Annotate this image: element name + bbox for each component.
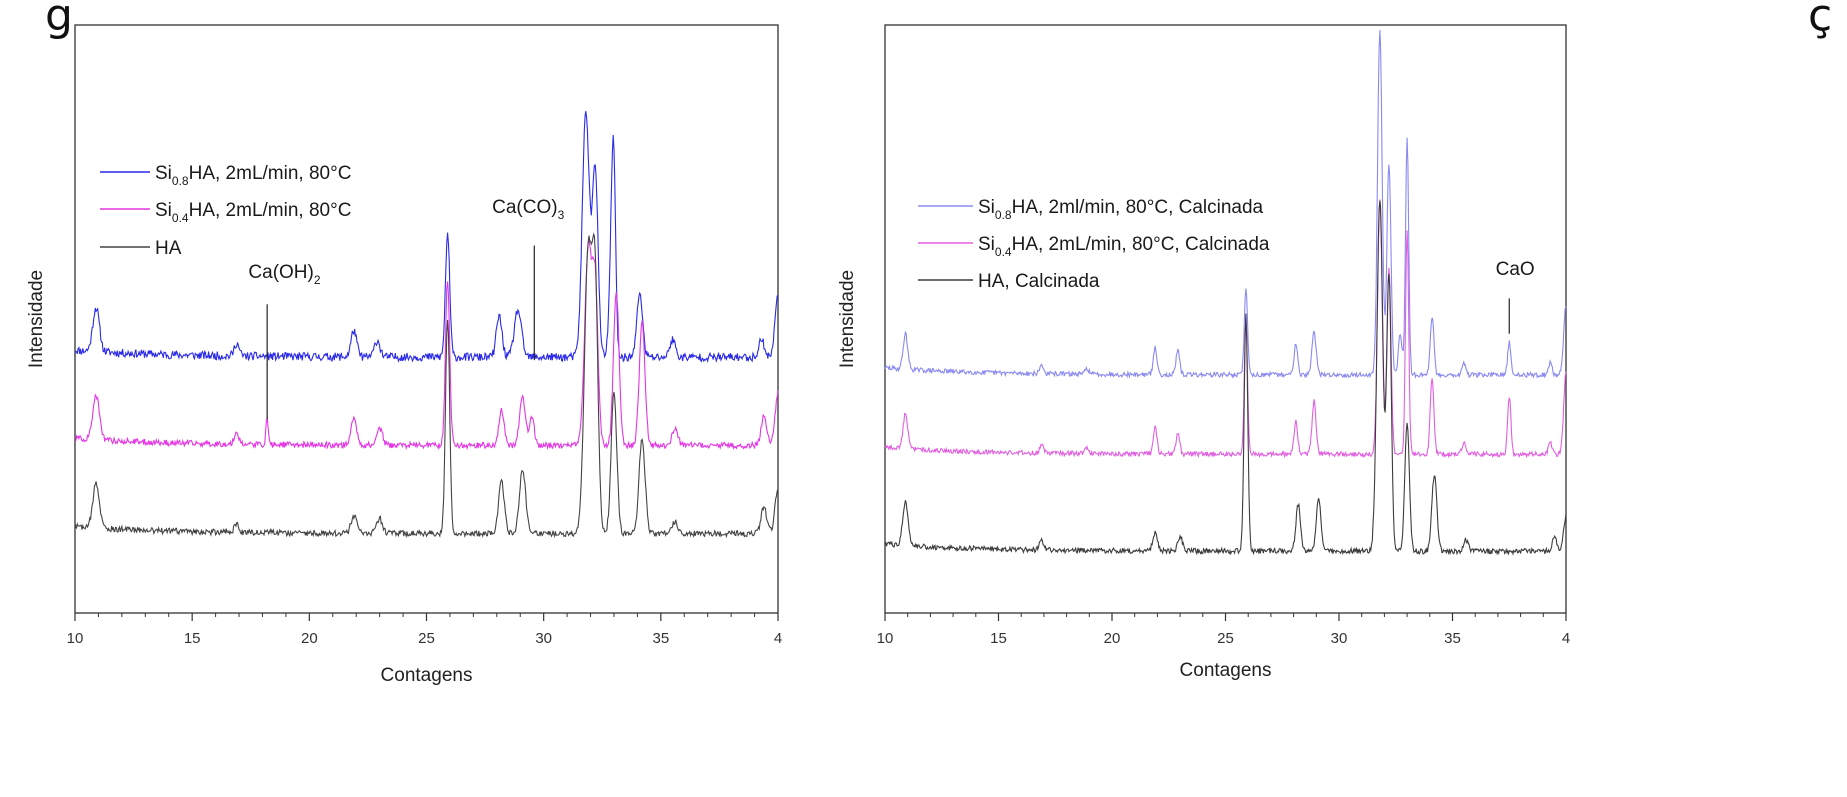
x-tick-label: 10 <box>67 630 84 647</box>
x-tick-label: 35 <box>1444 630 1461 647</box>
x-axis-title: Contagens <box>1180 660 1272 681</box>
caption-left-fragment: g <box>45 0 73 41</box>
xrd-chart-right: 10 15 20 25 30 35 4 Contagens Intensidade Si0.8HA… <box>837 24 1570 681</box>
legend-label: HA, Calcinada <box>978 271 1100 292</box>
x-tick-label: 20 <box>1104 630 1121 647</box>
legend-label: Si0.4HA, 2mL/min, 80°C <box>155 200 351 225</box>
x-tick-label: 4 <box>1562 630 1570 647</box>
x-tick-label: 20 <box>301 630 318 647</box>
legend-label: Si0.8HA, 2mL/min, 80°C <box>155 163 351 188</box>
xrd-chart-left: 10 15 20 25 30 35 4 Contagens Intensidade Si0.8HA… <box>26 24 782 686</box>
plot-frame <box>884 24 1567 614</box>
x-tick-label: 15 <box>184 630 201 647</box>
x-tick-label: 15 <box>990 630 1007 647</box>
series-line <box>74 111 779 364</box>
legend-label: Si0.8HA, 2ml/min, 80°C, Calcinada <box>978 197 1264 222</box>
legend-label: Si0.4HA, 2mL/min, 80°C, Calcinada <box>978 234 1270 259</box>
x-tick-label: 4 <box>774 630 782 647</box>
x-tick-label: 35 <box>652 630 669 647</box>
series-line <box>884 30 1567 380</box>
x-tick-label: 25 <box>1217 630 1234 647</box>
y-axis-title: Intensidade <box>837 270 858 368</box>
x-tick-label: 30 <box>535 630 552 647</box>
y-axis-title: Intensidade <box>26 270 47 368</box>
series-line <box>884 199 1567 459</box>
x-tick-label: 30 <box>1331 630 1348 647</box>
peak-annotation-label: Ca(CO)3 <box>492 197 564 222</box>
series-line <box>74 239 779 451</box>
series-line <box>884 200 1567 556</box>
x-tick-label: 25 <box>418 630 435 647</box>
peak-annotation-label: Ca(OH)2 <box>248 262 320 287</box>
peak-annotation-label: CaO <box>1496 259 1535 280</box>
caption-right-fragment: ç <box>1808 0 1832 41</box>
x-axis-title: Contagens <box>381 665 473 686</box>
x-tick-label: 10 <box>877 630 894 647</box>
series-line <box>74 232 779 539</box>
legend-label: HA <box>155 238 182 259</box>
